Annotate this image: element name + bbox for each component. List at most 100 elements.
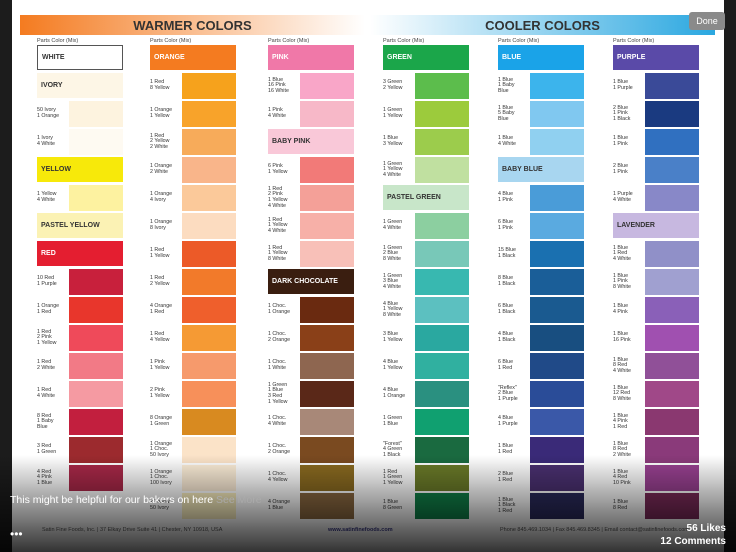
color-swatch <box>182 213 236 239</box>
mix-label: 1 Green 4 White <box>383 213 413 239</box>
mix-label: 1 Blue 4 Pink <box>613 297 643 323</box>
mix-label: 4 Orange 1 Red <box>150 297 180 323</box>
mix-label: 1 Orange 1 Yellow <box>150 101 180 127</box>
mix-line: 8 White <box>613 283 631 290</box>
mix-label: 6 Pink 1 Yellow <box>268 157 298 183</box>
color-swatch <box>69 353 123 379</box>
mix-label: 1 Red 2 White <box>37 353 67 379</box>
mix-label: 1 Choc. 1 Orange <box>268 297 298 323</box>
color-swatch <box>69 269 123 295</box>
menu-button[interactable]: ••• <box>10 527 23 541</box>
mix-label: 1 Blue 5 Baby Blue <box>498 101 528 127</box>
color-swatch <box>530 185 584 211</box>
mix-line: 1 Yellow <box>268 398 288 405</box>
mix-line: 2 White <box>37 365 55 371</box>
mix-line: 2 Blue <box>383 250 399 257</box>
color-swatch <box>182 185 236 211</box>
mix-line: 1 Choc. <box>150 446 169 453</box>
mix-line: 1 Yellow <box>150 113 170 119</box>
mix-line: 6 Blue <box>498 219 514 226</box>
mix-line: 8 White <box>613 395 631 402</box>
color-swatch <box>415 297 469 323</box>
mix-line: 4 Green <box>383 446 403 453</box>
color-swatch <box>69 325 123 351</box>
mix-label: 4 Blue 1 Yellow <box>383 353 413 379</box>
mix-line: 4 White <box>37 393 55 399</box>
mix-line: 2 White <box>613 452 643 459</box>
mix-line: 1 Green <box>383 219 403 226</box>
color-swatch <box>69 185 123 211</box>
mix-line: 1 Ivory <box>37 135 53 142</box>
mix-line: 1 White <box>268 365 286 371</box>
color-header: DARK CHOCOLATE <box>268 269 354 294</box>
color-swatch <box>300 297 354 323</box>
mix-line: 16 White <box>268 87 289 94</box>
color-swatch <box>530 129 584 155</box>
color-swatch <box>415 269 469 295</box>
mix-line: 8 White <box>383 255 401 262</box>
mix-label: 1 Ivory 4 White <box>37 129 67 155</box>
color-swatch <box>530 269 584 295</box>
mix-line: 2 White <box>150 169 168 175</box>
mix-line: 1 Purple <box>498 421 518 427</box>
see-more[interactable]: See More <box>216 494 262 506</box>
caption: This might be helpful for our bakers on … <box>10 494 262 506</box>
mix-line: 1 Yellow <box>383 365 403 371</box>
mix-label: 1 Blue 1 Red <box>498 437 528 463</box>
color-swatch <box>182 381 236 407</box>
mix-line: 1 Purple <box>498 395 518 402</box>
color-swatch <box>415 409 469 435</box>
mix-line: 3 Yellow <box>383 141 403 147</box>
color-swatch <box>645 73 699 99</box>
mix-label: 1 Blue 1 Baby Blue <box>498 73 528 99</box>
color-swatch <box>415 381 469 407</box>
mix-line: 6 Pink <box>268 163 283 170</box>
comments[interactable]: 12 Comments <box>660 536 726 547</box>
mix-line: 1 Green <box>383 244 403 251</box>
mix-label: 1 Blue 3 Yellow <box>383 129 413 155</box>
mix-label: 4 Blue 1 Purple <box>498 409 528 435</box>
mix-line: 1 Blue <box>498 135 514 142</box>
mix-line: 1 Blue <box>613 331 629 338</box>
column-caption: Parts Color (Mix) <box>150 38 192 44</box>
mix-label: 1 Blue 16 Pink 16 White <box>268 73 298 99</box>
mix-line: 6 Blue <box>498 359 514 366</box>
mix-label: 1 Choc. 1 White <box>268 353 298 379</box>
mix-line: 3 Blue <box>383 331 399 338</box>
mix-line: 2 Orange <box>268 337 291 343</box>
mix-line: 5 Baby <box>498 110 515 117</box>
mix-line: Blue <box>498 87 509 94</box>
likes[interactable]: 56 Likes <box>686 523 726 534</box>
mix-line: 2 Yellow <box>150 138 170 145</box>
mix-line: 1 Green <box>268 381 288 388</box>
color-swatch <box>300 325 354 351</box>
mix-label: 1 Orange 1 Red <box>37 297 67 323</box>
mix-line: 1 Blue <box>383 421 399 427</box>
mix-line: 4 Yellow <box>150 337 170 343</box>
mix-line: 2 Yellow <box>383 85 403 91</box>
mix-line: 6 Blue <box>498 303 514 310</box>
mix-line: 1 Yellow <box>150 365 170 371</box>
mix-label: 6 Blue 1 Pink <box>498 213 528 239</box>
color-swatch <box>530 297 584 323</box>
mix-line: 4 White <box>613 255 631 262</box>
color-swatch <box>645 325 699 351</box>
mix-line: 1 Green <box>383 272 403 279</box>
mix-line: 1 Choc. <box>268 359 287 366</box>
mix-label: 1 Orange 2 White <box>150 157 180 183</box>
mix-line: "Forest" <box>383 440 402 447</box>
mix-line: 1 Yellow <box>383 113 403 119</box>
color-swatch <box>415 129 469 155</box>
mix-line: 1 Black <box>498 309 516 315</box>
mix-label: 3 Red 1 Green <box>37 437 67 463</box>
mix-label: 1 Green 1 Yellow <box>383 101 413 127</box>
mix-line: 3 Red <box>37 443 52 450</box>
mix-label: 1 Blue 8 Red 4 White <box>613 353 643 379</box>
mix-line: 16 Pink <box>613 337 631 343</box>
mix-line: 4 White <box>383 171 401 178</box>
mix-line: 50 Ivory <box>37 107 56 114</box>
mix-line: 1 Blue <box>268 76 284 83</box>
mix-line: 1 Yellow <box>383 166 403 173</box>
done-button[interactable]: Done <box>689 12 725 30</box>
mix-line: 1 Orange <box>150 107 173 114</box>
